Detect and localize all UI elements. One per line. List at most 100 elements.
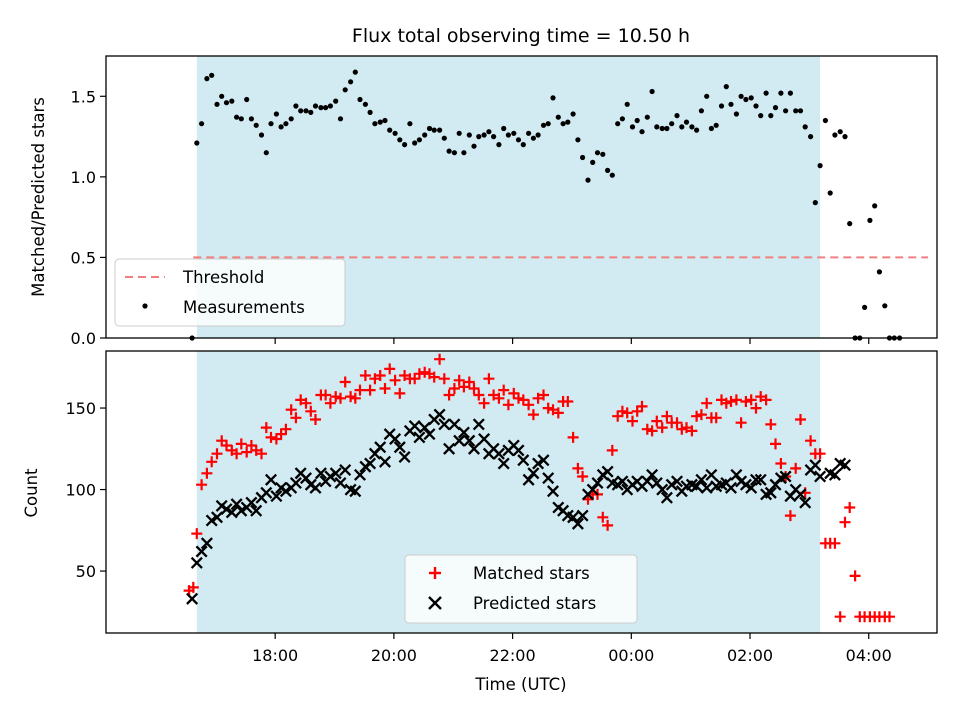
matched-star-point bbox=[814, 448, 826, 460]
predicted-star-point bbox=[794, 488, 807, 501]
matched-star-point bbox=[829, 537, 841, 549]
matched-star-point bbox=[839, 516, 851, 528]
measurement-point bbox=[629, 124, 636, 130]
predicted-star-point bbox=[433, 408, 446, 421]
predicted-star-point bbox=[670, 475, 684, 488]
matched-star-point bbox=[884, 611, 895, 623]
measurement-point bbox=[491, 134, 497, 140]
measurement-point bbox=[298, 108, 304, 114]
measurement-point bbox=[550, 95, 556, 101]
measurement-point bbox=[600, 151, 606, 157]
matched-star-point bbox=[805, 435, 817, 447]
measurement-point bbox=[357, 96, 363, 103]
predicted-star-point bbox=[220, 503, 233, 516]
predicted-star-point bbox=[339, 463, 352, 477]
x-tick-label: 04:00 bbox=[846, 646, 892, 665]
matched-star-point bbox=[364, 384, 376, 396]
predicted-star-point bbox=[453, 434, 466, 447]
measurement-point bbox=[377, 119, 383, 125]
bottom-x-ticks: 18:00 20:00 22:00 00:00 02:00 04:00 bbox=[252, 633, 892, 665]
predicted-star-point bbox=[195, 545, 208, 558]
predicted-star-point bbox=[532, 457, 545, 470]
predicted-star-point bbox=[186, 592, 199, 605]
predicted-star-point bbox=[230, 498, 243, 511]
predicted-star-point bbox=[700, 481, 713, 494]
measurement-point bbox=[461, 150, 467, 156]
matched-star-point bbox=[458, 381, 470, 393]
predicted-star-point bbox=[314, 467, 327, 480]
predicted-star-point bbox=[329, 467, 342, 480]
x-tick-label: 00:00 bbox=[608, 646, 654, 665]
predicted-star-point bbox=[745, 481, 758, 494]
matched-star-point bbox=[354, 384, 366, 396]
top-axes-frame bbox=[105, 55, 938, 339]
measurement-point bbox=[832, 132, 838, 138]
bottom-y-ticks: 50 100 150 bbox=[65, 399, 106, 581]
predicted-star-point bbox=[724, 481, 738, 494]
matched-star-point bbox=[710, 412, 722, 424]
measurement-point bbox=[342, 87, 348, 93]
measurement-point bbox=[402, 142, 408, 148]
matched-star-point bbox=[844, 502, 856, 513]
measurement-point bbox=[723, 84, 729, 90]
matched-star-point bbox=[241, 446, 253, 458]
measurement-point bbox=[278, 124, 284, 130]
matched-star-point bbox=[502, 399, 514, 411]
measurement-point bbox=[471, 143, 477, 149]
measurement-point bbox=[594, 150, 601, 156]
matched-star-point bbox=[300, 397, 312, 409]
predicted-star-point bbox=[413, 431, 426, 444]
matched-star-point bbox=[231, 448, 243, 460]
measurement-point bbox=[778, 90, 784, 96]
predicted-star-point bbox=[467, 442, 481, 455]
matched-star-point bbox=[725, 396, 737, 407]
measurement-point bbox=[654, 124, 660, 130]
measurement-point bbox=[253, 122, 259, 128]
y-tick-label: 50 bbox=[76, 562, 96, 581]
matched-star-point bbox=[428, 371, 440, 383]
measurement-point bbox=[209, 72, 215, 78]
measurement-point bbox=[199, 121, 205, 127]
chart-title: Flux total observing time = 10.50 h bbox=[352, 25, 690, 47]
matched-star-point bbox=[523, 399, 535, 411]
matched-star-point bbox=[646, 425, 658, 437]
measurement-point bbox=[698, 108, 705, 114]
measurement-point bbox=[570, 111, 576, 117]
measurement-point bbox=[837, 129, 843, 135]
legend-measurements-swatch bbox=[142, 303, 148, 309]
matched-star-point bbox=[513, 392, 524, 404]
y-tick-label: 150 bbox=[65, 399, 96, 418]
measurement-point bbox=[515, 137, 522, 143]
predicted-star-point bbox=[749, 473, 763, 486]
matched-star-point bbox=[413, 368, 425, 380]
top-x-ticks bbox=[274, 338, 870, 344]
x-axis-label: Time (UTC) bbox=[474, 675, 566, 694]
measurement-point bbox=[580, 154, 586, 161]
measurement-point bbox=[283, 121, 289, 127]
bottom-legend-box bbox=[404, 554, 638, 624]
matched-star-point bbox=[216, 435, 228, 447]
matched-star-point bbox=[320, 389, 332, 401]
measurement-point bbox=[194, 140, 200, 146]
predicted-star-point bbox=[364, 457, 377, 470]
measurement-point bbox=[426, 125, 433, 132]
measurement-point bbox=[303, 108, 309, 114]
matched-star-point bbox=[730, 394, 742, 406]
matched-star-point bbox=[849, 570, 861, 582]
measurement-point bbox=[812, 200, 818, 206]
measurement-point bbox=[333, 98, 339, 104]
x-tick-label: 20:00 bbox=[371, 646, 417, 665]
measurement-point bbox=[511, 130, 517, 136]
measurement-point bbox=[772, 105, 779, 111]
predicted-star-point bbox=[378, 455, 392, 468]
predicted-star-point bbox=[393, 441, 406, 454]
measurement-point bbox=[520, 142, 526, 148]
matched-star-point bbox=[745, 394, 757, 406]
matched-star-point bbox=[661, 410, 673, 422]
predicted-star-point bbox=[309, 481, 322, 494]
measurement-point bbox=[605, 167, 611, 173]
matched-star-point bbox=[636, 400, 648, 412]
matched-star-point bbox=[656, 422, 668, 434]
matched-star-point bbox=[324, 397, 336, 409]
predicted-star-point bbox=[200, 537, 213, 550]
